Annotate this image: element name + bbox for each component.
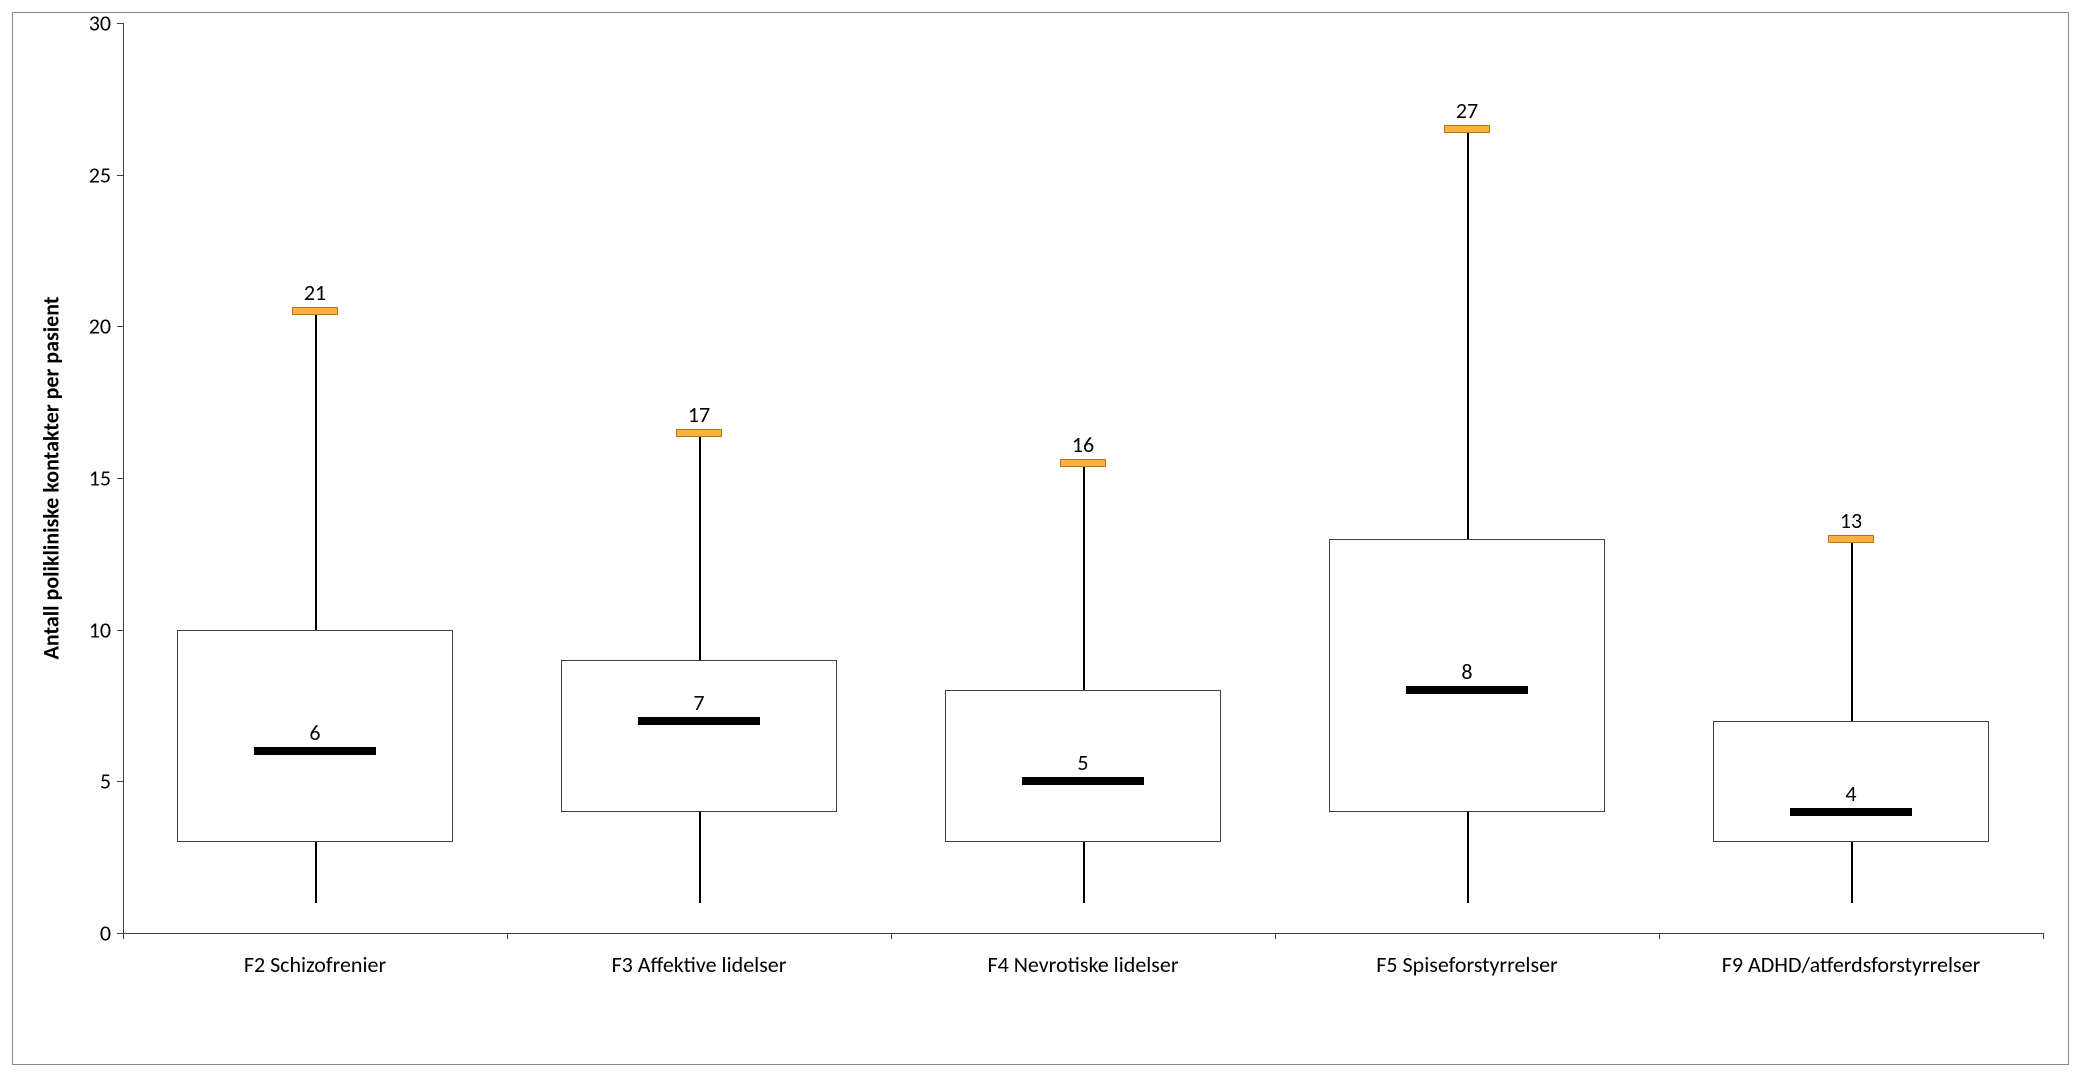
median-value-label: 6	[309, 719, 320, 746]
median-bar	[638, 717, 761, 725]
whisker-cap-top	[1060, 459, 1106, 467]
x-tick	[2043, 933, 2044, 939]
y-axis-label: Antall polikliniske kontakter per pasien…	[38, 297, 65, 660]
category-label: F3 Affektive lidelser	[612, 951, 787, 978]
whisker-lower	[699, 812, 701, 903]
y-tick	[117, 630, 123, 631]
x-tick	[1275, 933, 1276, 939]
category-label: F2 Schizofrenier	[244, 951, 386, 978]
median-value-label: 4	[1845, 780, 1856, 807]
max-value-label: 21	[304, 279, 326, 306]
box	[561, 660, 837, 812]
y-tick-label: 5	[100, 768, 111, 795]
whisker-upper	[699, 433, 701, 661]
x-tick	[1659, 933, 1660, 939]
y-tick-label: 15	[89, 465, 111, 492]
median-value-label: 8	[1461, 658, 1472, 685]
y-tick	[117, 23, 123, 24]
median-bar	[1406, 686, 1529, 694]
max-value-label: 16	[1072, 431, 1094, 458]
whisker-cap-top	[676, 429, 722, 437]
whisker-upper	[1467, 129, 1469, 539]
whisker-cap-top	[292, 307, 338, 315]
y-tick-label: 10	[89, 616, 111, 643]
boxplot-chart: Antall polikliniske kontakter per pasien…	[12, 12, 2069, 1065]
whisker-upper	[1083, 463, 1085, 691]
y-tick	[117, 326, 123, 327]
category-label: F5 Spiseforstyrrelser	[1376, 951, 1557, 978]
whisker-upper	[315, 311, 317, 630]
whisker-lower	[1083, 842, 1085, 903]
median-bar	[1022, 777, 1145, 785]
whisker-cap-top	[1444, 125, 1490, 133]
y-tick-label: 0	[100, 920, 111, 947]
y-tick	[117, 478, 123, 479]
x-axis-line	[123, 933, 2043, 934]
x-tick	[123, 933, 124, 939]
whisker-lower	[1851, 842, 1853, 903]
median-value-label: 5	[1077, 749, 1088, 776]
category-label: F9 ADHD/atferdsforstyrrelser	[1722, 951, 1980, 978]
whisker-upper	[1851, 539, 1853, 721]
category-label: F4 Nevrotiske lidelser	[987, 951, 1178, 978]
median-bar	[1790, 808, 1913, 816]
max-value-label: 27	[1456, 97, 1478, 124]
whisker-cap-top	[1828, 535, 1874, 543]
y-tick	[117, 175, 123, 176]
y-axis-line	[123, 23, 124, 933]
x-tick	[507, 933, 508, 939]
max-value-label: 17	[688, 401, 710, 428]
max-value-label: 13	[1840, 507, 1862, 534]
y-tick-label: 25	[89, 161, 111, 188]
x-tick	[891, 933, 892, 939]
median-bar	[254, 747, 377, 755]
y-tick-label: 30	[89, 10, 111, 37]
y-tick	[117, 781, 123, 782]
whisker-lower	[1467, 812, 1469, 903]
whisker-lower	[315, 842, 317, 903]
median-value-label: 7	[693, 689, 704, 716]
y-tick-label: 20	[89, 313, 111, 340]
